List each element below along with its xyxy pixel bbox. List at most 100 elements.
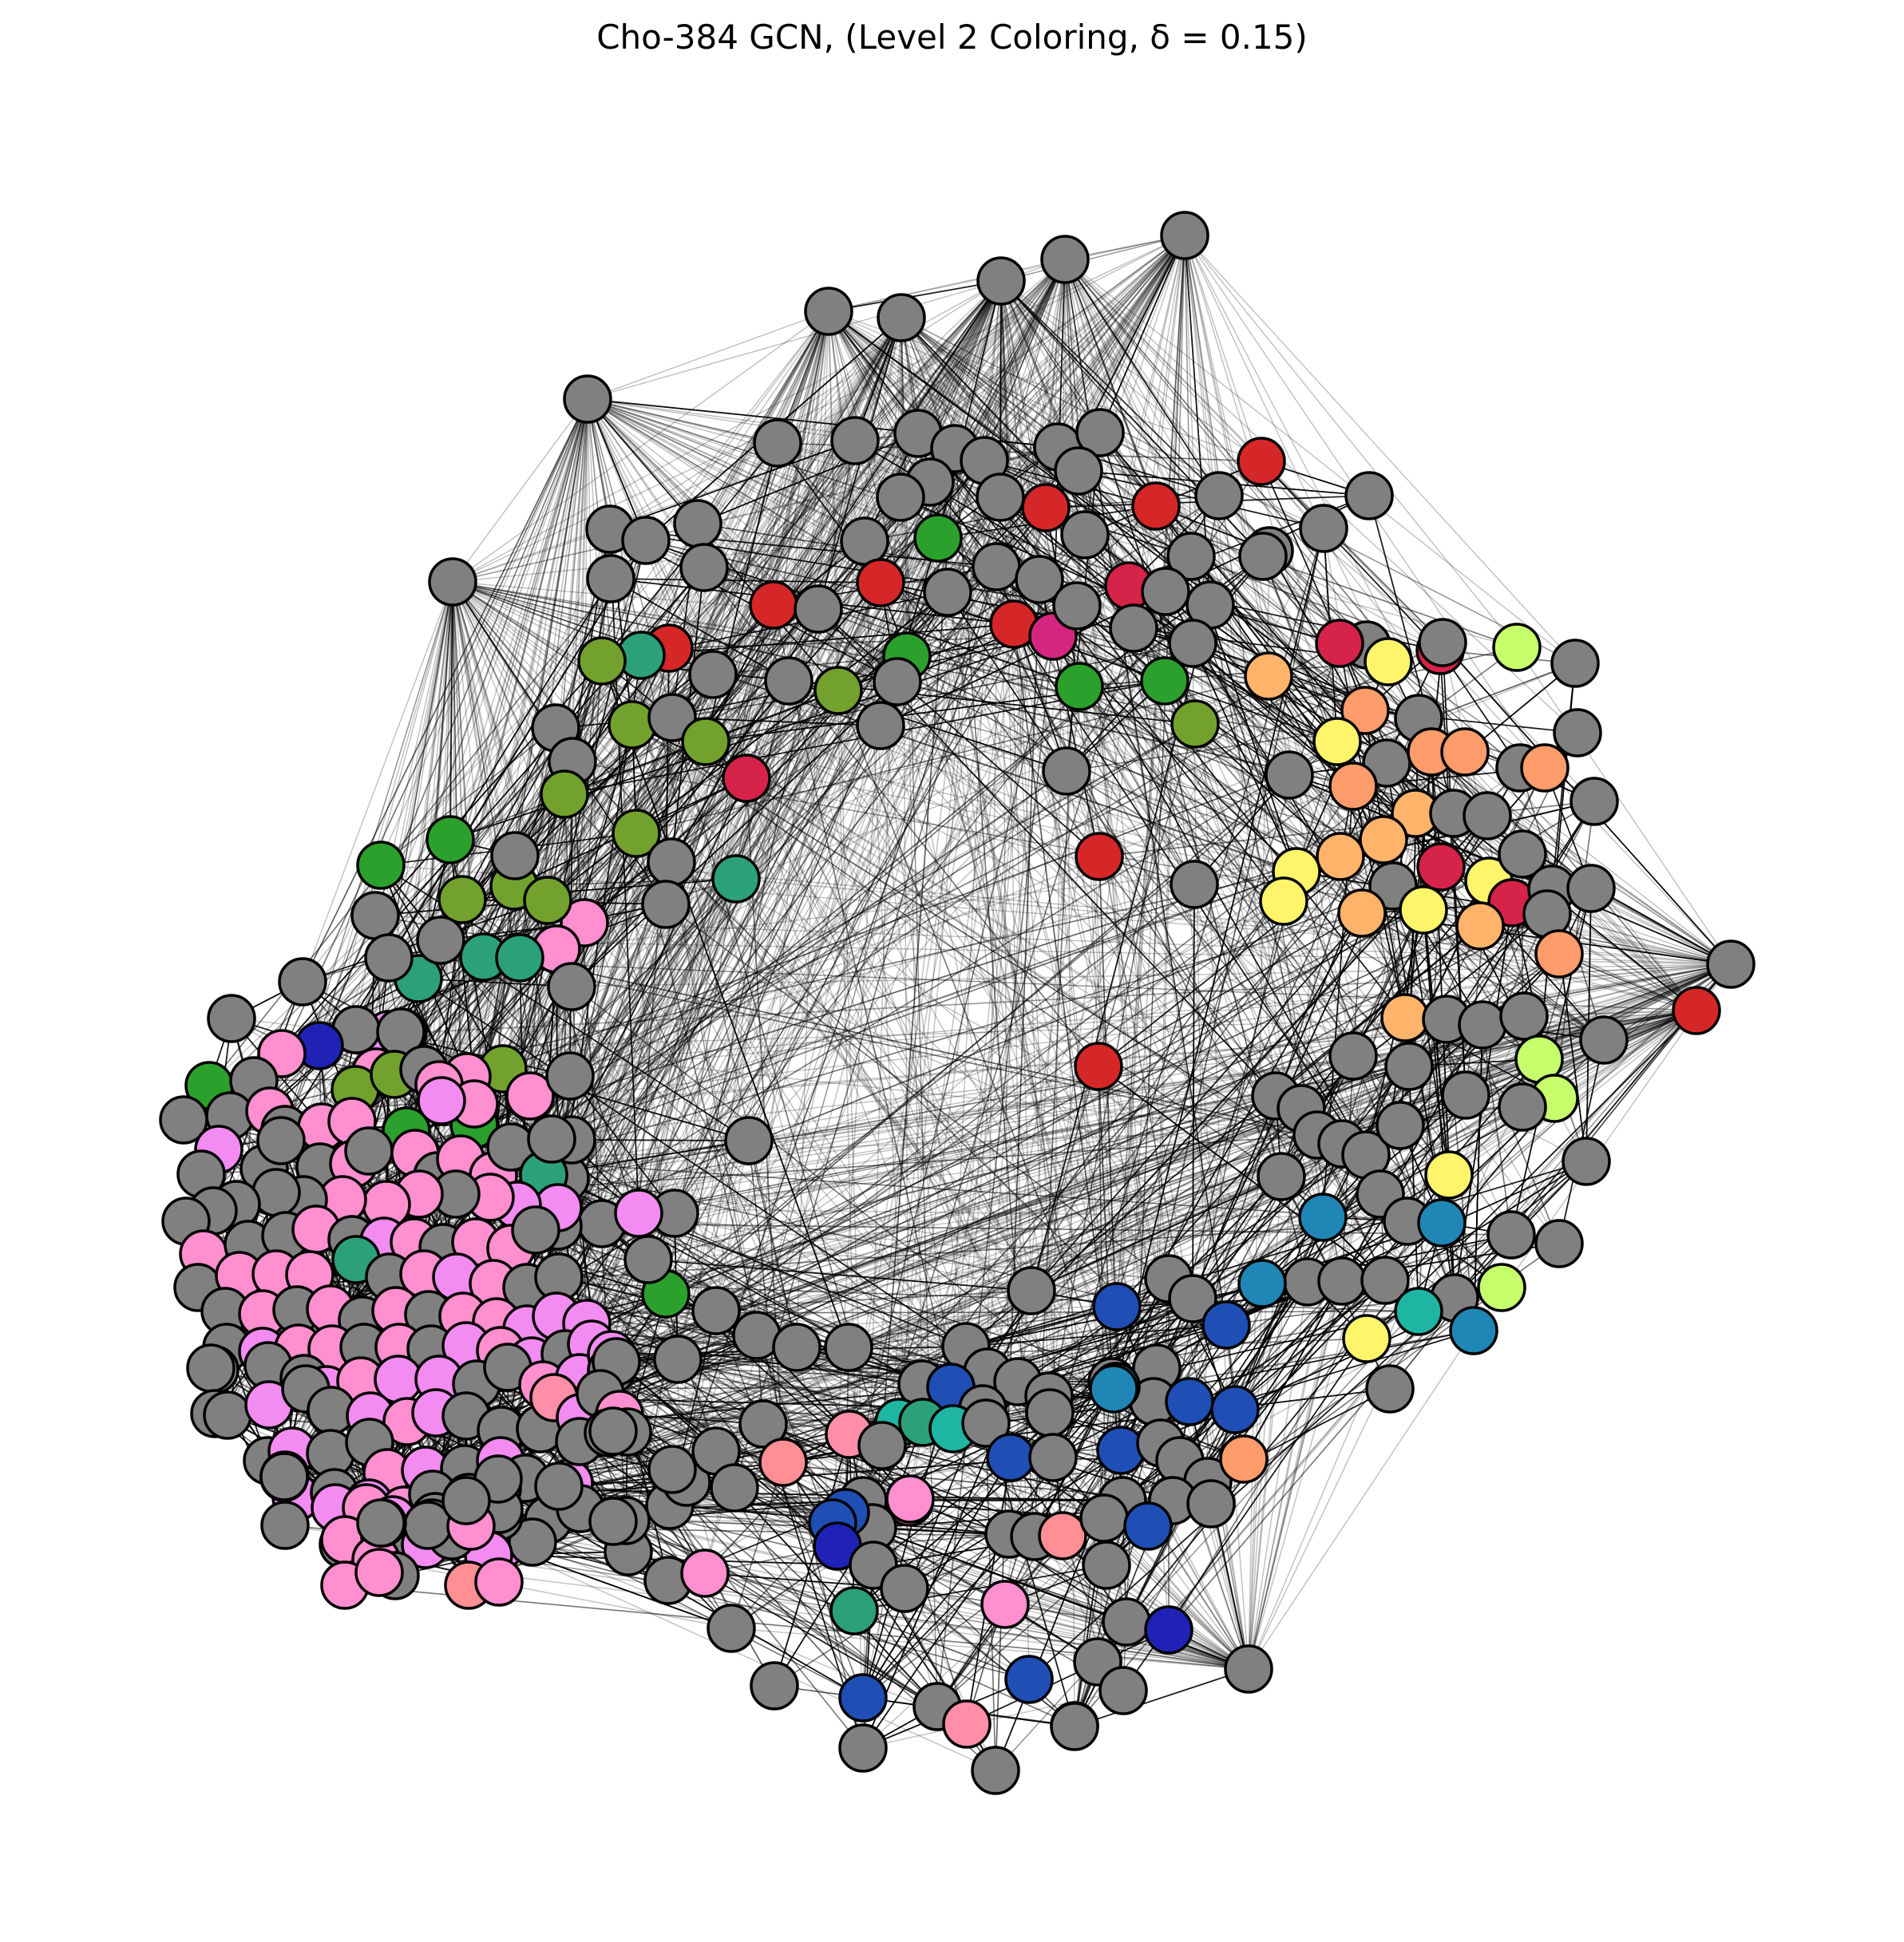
- graph-edge: [1261, 461, 1441, 651]
- graph-edge: [1192, 643, 1297, 872]
- graph-edge: [601, 1223, 1512, 1236]
- graph-edge: [1098, 801, 1595, 857]
- graph-edge: [966, 1629, 1170, 1725]
- graph-edge: [697, 433, 919, 524]
- graph-edge: [580, 1508, 1030, 1680]
- graph-edge: [773, 604, 952, 1388]
- graph-edge: [921, 871, 1297, 1385]
- graph-edge: [1366, 1010, 1697, 1339]
- graph-edge: [556, 460, 985, 950]
- graph-edge: [502, 662, 1576, 1070]
- graph-edge: [1190, 556, 1441, 651]
- graph-edge: [1031, 723, 1196, 1291]
- graph-edge: [452, 581, 1488, 817]
- graph-edge: [558, 623, 1015, 1487]
- graph-edge: [580, 1508, 1030, 1680]
- graph-edge: [452, 581, 1488, 817]
- graph-edge: [428, 1066, 1410, 1315]
- graph-edge: [1126, 1098, 1555, 1623]
- graph-edge: [531, 888, 1553, 1362]
- graph-edge: [748, 1140, 798, 1348]
- graph-edge: [580, 1508, 1030, 1680]
- graph-edge: [547, 591, 948, 901]
- graph-edge: [414, 1153, 1443, 1224]
- graph-edge: [418, 978, 572, 987]
- graph-edge: [1079, 556, 1264, 687]
- graph-edge: [449, 578, 612, 840]
- graph-edge: [854, 440, 1297, 872]
- graph-edge: [610, 578, 790, 682]
- graph-edge: [954, 448, 1035, 1537]
- graph-edge: [502, 662, 1576, 1070]
- graph-edge: [579, 913, 1548, 1378]
- graph-edge: [510, 723, 1196, 1148]
- graph-edge: [556, 1290, 1032, 1317]
- graph-edge: [449, 581, 453, 840]
- graph-edge: [564, 741, 707, 1179]
- graph-edge: [1031, 723, 1196, 1291]
- graph-edge: [556, 644, 1368, 950]
- graph-edge: [665, 904, 1227, 1326]
- graph-edge: [380, 727, 556, 866]
- graph-edge: [862, 1690, 1124, 1749]
- graph-edge: [671, 608, 819, 863]
- graph-edge: [631, 724, 1381, 1195]
- graph-edge: [1442, 642, 1540, 1060]
- graph-edge: [773, 604, 952, 1388]
- graph-edge: [1017, 643, 1193, 1382]
- graph-edge: [828, 310, 1432, 753]
- graph-edge: [571, 777, 747, 1141]
- graph-edge: [557, 1207, 996, 1771]
- graph-edge: [1074, 1668, 1249, 1727]
- graph-edge: [635, 833, 864, 1749]
- graph-edge: [669, 566, 997, 1506]
- graph-edge: [1017, 1278, 1170, 1382]
- graph-edge: [558, 623, 1015, 1487]
- graph-edge: [557, 1207, 996, 1771]
- graph-edge: [558, 460, 985, 1278]
- graph-edge: [1078, 470, 1166, 592]
- graph-edge: [647, 1259, 1032, 1291]
- graph-edge: [635, 833, 864, 1749]
- graph-edge: [569, 1075, 675, 1214]
- graph-edge: [631, 724, 1381, 1195]
- graph-edge: [828, 310, 1432, 753]
- graph-edge: [449, 839, 1455, 1299]
- graph-edge: [601, 1223, 1512, 1236]
- graph-edge: [837, 635, 1054, 1547]
- graph-edge: [631, 724, 1381, 1195]
- graph-edge: [558, 623, 1015, 1487]
- graph-edge: [558, 460, 985, 1278]
- graph-edge: [502, 662, 1576, 1070]
- graph-edge: [635, 833, 864, 1749]
- graph-edge: [428, 1066, 1410, 1315]
- graph-edge: [982, 1098, 1555, 1410]
- graph-edge: [937, 537, 1127, 1623]
- graph-edge: [281, 398, 588, 1054]
- graph-edge: [451, 1154, 1367, 1537]
- graph-edge: [828, 280, 1002, 312]
- graph-edge: [531, 888, 1553, 1362]
- graph-edge: [483, 956, 1343, 1145]
- graph-edge: [748, 1140, 798, 1348]
- graph-edge: [901, 317, 1354, 787]
- graph-edge: [705, 643, 1193, 742]
- graph-edge: [837, 690, 1114, 1390]
- graph-edge: [1168, 1174, 1450, 1631]
- graph-edge: [428, 1066, 1410, 1315]
- graph-edge: [1098, 801, 1595, 857]
- graph-edge: [1352, 1055, 1455, 1299]
- graph-edge: [557, 1225, 864, 1501]
- graph-edge: [601, 1223, 1512, 1236]
- graph-edge: [1322, 1094, 1467, 1218]
- graph-edge: [705, 643, 1193, 742]
- graph-edge: [1111, 909, 1424, 1382]
- graph-edge: [774, 1533, 1010, 1687]
- graph-edge: [1031, 1176, 1282, 1291]
- graph-edge: [571, 1139, 750, 1141]
- graph-edge: [610, 578, 1523, 1108]
- graph-edge: [210, 1367, 335, 1493]
- graph-edge: [1064, 259, 1157, 507]
- graph-edge: [1076, 495, 1220, 607]
